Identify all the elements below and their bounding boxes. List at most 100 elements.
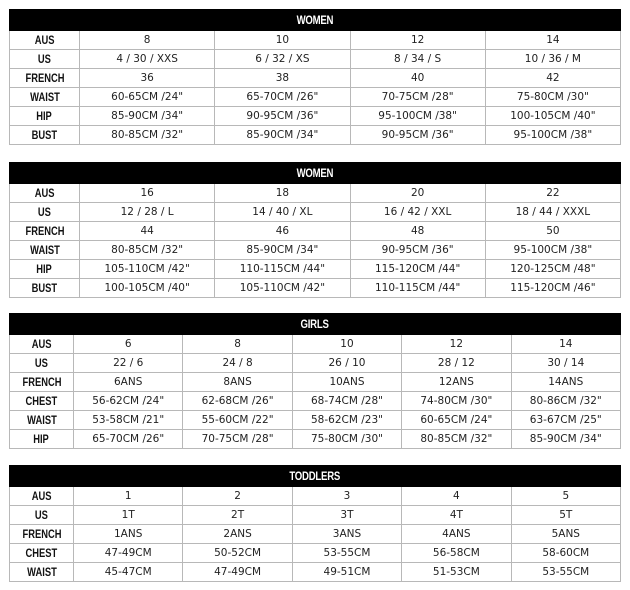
table-row: AUS 16 18 20 22 xyxy=(9,183,622,203)
row-label-text: WAIST xyxy=(26,565,57,579)
size-table-girls: GIRLS AUS 6 8 10 12 14 US 22 / 6 24 / 8 26 / 10 28 … xyxy=(9,313,622,449)
table-cell: 47-49CM xyxy=(182,562,293,582)
table-cell: 5T xyxy=(510,505,622,525)
row-label: FRENCH xyxy=(9,372,74,392)
row-label: FRENCH xyxy=(9,524,74,544)
table-cell: 63-67CM /25" xyxy=(510,410,622,430)
row-label-text: US xyxy=(37,205,51,219)
table-cell: 65-70CM /26" xyxy=(72,429,184,449)
row-label: CHEST xyxy=(9,543,74,563)
table-cell: 36 xyxy=(78,68,216,88)
table-cell: 8 xyxy=(78,30,216,50)
table-cell: 3T xyxy=(291,505,403,525)
table-cell: 8 / 34 / S xyxy=(349,49,486,69)
row-label: BUST xyxy=(9,125,80,145)
table-cell: 6ANS xyxy=(72,372,184,392)
table-cell: 80-85CM /32" xyxy=(78,125,216,145)
table-cell: 46 xyxy=(214,221,351,241)
row-label-text: FRENCH xyxy=(25,71,64,85)
table-cell: 30 / 14 xyxy=(510,353,622,373)
table-cell: 60-65CM /24" xyxy=(78,87,216,107)
row-label-text: HIP xyxy=(36,109,53,123)
table-cell: 18 xyxy=(214,183,351,203)
row-label: US xyxy=(9,353,74,373)
table-cell: 1T xyxy=(72,505,184,525)
table-row: US 12 / 28 / L 14 / 40 / XL 16 / 42 / XXL 18… xyxy=(9,202,622,222)
row-label: US xyxy=(9,49,80,69)
table-cell: 14 xyxy=(484,30,622,50)
row-label: FRENCH xyxy=(9,68,80,88)
row-label-text: WAIST xyxy=(29,243,60,257)
table-cell: 10 / 36 / M xyxy=(484,49,622,69)
table-cell: 8ANS xyxy=(182,372,293,392)
table-cell: 53-58CM /21" xyxy=(72,410,184,430)
table-row: AUS 6 8 10 12 14 xyxy=(9,334,622,354)
table-cell: 10 xyxy=(291,334,403,354)
table-row: HIP 85-90CM /34" 90-95CM /36" 95-100CM /38"… xyxy=(9,106,622,126)
table-row: FRENCH 6ANS 8ANS 10ANS 12ANS 14ANS xyxy=(9,372,622,392)
table-cell: 56-58CM xyxy=(401,543,512,563)
table-row: WAIST 45-47CM 47-49CM 49-51CM 51-53CM 53-55CM xyxy=(9,562,622,582)
row-label-text: US xyxy=(34,508,48,522)
table-cell: 80-85CM /32" xyxy=(78,240,216,260)
table-row: US 4 / 30 / XXS 6 / 32 / XS 8 / 34 / S 10 / … xyxy=(9,49,622,69)
table-cell: 4 xyxy=(401,486,512,506)
table-cell: 22 xyxy=(484,183,622,203)
table-cell: 110-115CM /44" xyxy=(349,278,486,298)
table-cell: 28 / 12 xyxy=(401,353,512,373)
table-row: AUS 1 2 3 4 5 xyxy=(9,486,622,506)
row-label-text: WAIST xyxy=(29,90,60,104)
row-label-text: US xyxy=(34,356,48,370)
row-label: HIP xyxy=(9,429,74,449)
row-label-text: AUS xyxy=(31,489,52,503)
row-label: AUS xyxy=(9,30,80,50)
table-row: WAIST 53-58CM /21" 55-60CM /22" 58-62CM /23… xyxy=(9,410,622,430)
table-cell: 51-53CM xyxy=(401,562,512,582)
size-table-toddlers: TODDLERS AUS 1 2 3 4 5 US 1T 2T 3T 4T 5T FRENCH 1ANS 2A… xyxy=(9,465,622,582)
table-cell: 12 xyxy=(349,30,486,50)
table-cell: 68-74CM /28" xyxy=(291,391,403,411)
table-cell: 120-125CM /48" xyxy=(484,259,622,279)
table-cell: 2 xyxy=(182,486,293,506)
table-cell: 85-90CM /34" xyxy=(78,106,216,126)
row-label: FRENCH xyxy=(9,221,80,241)
table-cell: 10ANS xyxy=(291,372,403,392)
row-label-text: WAIST xyxy=(26,413,57,427)
row-label: HIP xyxy=(9,259,80,279)
size-table-women: WOMEN AUS 16 18 20 22 US 12 / 28 / L 14 / 40 / X… xyxy=(9,162,622,298)
table-cell: 12ANS xyxy=(401,372,512,392)
table-cell: 6 xyxy=(72,334,184,354)
table-cell: 70-75CM /28" xyxy=(349,87,486,107)
row-label-text: AUS xyxy=(31,337,52,351)
table-row: AUS 8 10 12 14 xyxy=(9,30,622,50)
table-cell: 75-80CM /30" xyxy=(291,429,403,449)
row-label-text: FRENCH xyxy=(22,527,61,541)
table-cell: 2ANS xyxy=(182,524,293,544)
table-cell: 1ANS xyxy=(72,524,184,544)
row-label: AUS xyxy=(9,183,80,203)
table-cell: 20 xyxy=(349,183,486,203)
row-label: AUS xyxy=(9,486,74,506)
table-cell: 12 / 28 / L xyxy=(78,202,216,222)
table-title: WOMEN xyxy=(9,162,621,184)
table-cell: 12 xyxy=(401,334,512,354)
table-cell: 60-65CM /24" xyxy=(401,410,512,430)
table-cell: 58-62CM /23" xyxy=(291,410,403,430)
table-cell: 6 / 32 / XS xyxy=(214,49,351,69)
table-cell: 90-95CM /36" xyxy=(349,240,486,260)
row-label: WAIST xyxy=(9,410,74,430)
table-cell: 2T xyxy=(182,505,293,525)
row-label-text: BUST xyxy=(31,281,58,295)
table-cell: 85-90CM /34" xyxy=(214,240,351,260)
size-table-women: WOMEN AUS 8 10 12 14 US 4 / 30 / XXS 6 / 32 / XS… xyxy=(9,9,622,145)
table-cell: 4T xyxy=(401,505,512,525)
table-cell: 100-105CM /40" xyxy=(484,106,622,126)
table-cell: 10 xyxy=(214,30,351,50)
row-label: WAIST xyxy=(9,562,74,582)
table-row: US 1T 2T 3T 4T 5T xyxy=(9,505,622,525)
table-row: BUST 100-105CM /40" 105-110CM /42" 110-115C… xyxy=(9,278,622,298)
table-cell: 65-70CM /26" xyxy=(214,87,351,107)
table-cell: 42 xyxy=(484,68,622,88)
table-cell: 4ANS xyxy=(401,524,512,544)
table-cell: 85-90CM /34" xyxy=(214,125,351,145)
